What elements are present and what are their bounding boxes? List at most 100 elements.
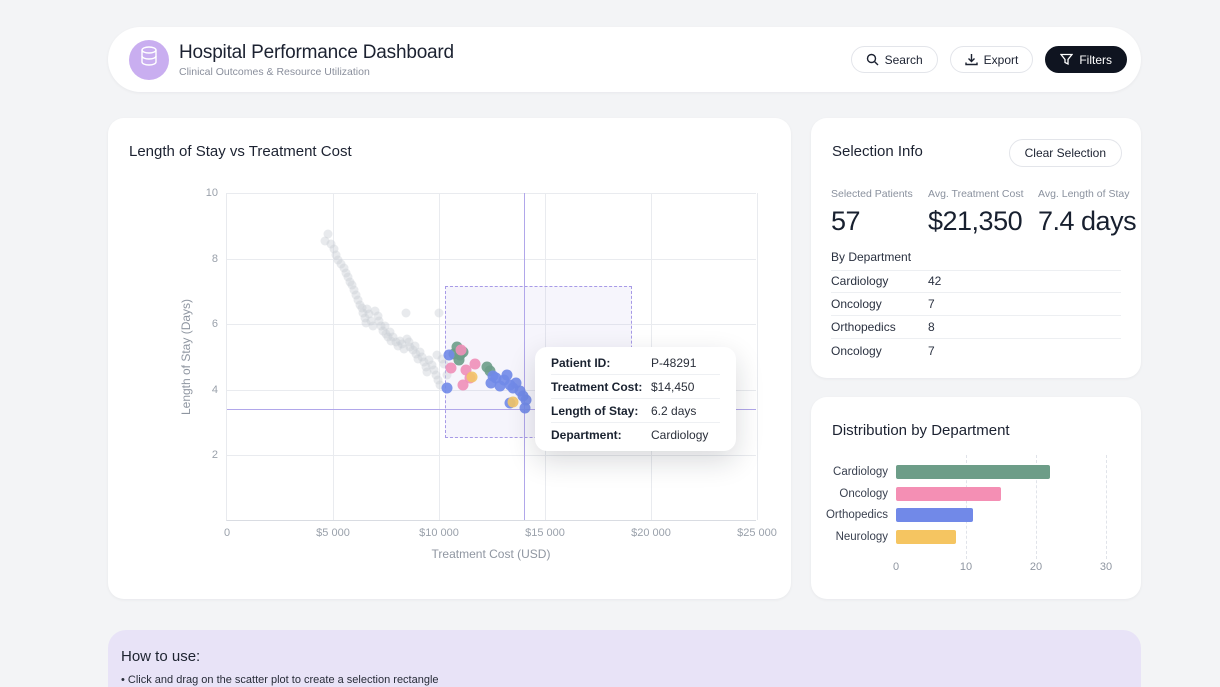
scatter-point-oncology[interactable] [469,358,481,370]
scatter-point-unselected[interactable] [320,236,330,246]
bar-neurology[interactable] [896,530,956,545]
scatter-point-unselected[interactable] [347,280,357,290]
scatter-point-unselected[interactable] [353,295,363,305]
scatter-point-unselected[interactable] [411,349,421,359]
scatter-point-unselected[interactable] [401,308,411,318]
scatter-point-unselected[interactable] [417,352,427,362]
filters-button[interactable]: Filters [1045,46,1127,73]
how-to-use-panel: How to use: • Click and drag on the scat… [108,630,1141,687]
scatter-point-unselected[interactable] [383,332,393,342]
scatter-point-unselected[interactable] [333,255,343,265]
scatter-point-unselected[interactable] [395,336,405,346]
scatter-point-orthopedics[interactable] [443,349,455,361]
scatter-point-unselected[interactable] [362,304,372,314]
scatter-point-unselected[interactable] [433,375,443,385]
scatter-point-unselected[interactable] [397,339,407,349]
scatter-point-oncology[interactable] [460,364,471,376]
scatter-point-orthopedics[interactable] [510,377,522,389]
scatter-point-unselected[interactable] [336,259,346,269]
scatter-point-unselected[interactable] [357,303,367,313]
scatter-point-orthopedics[interactable] [485,377,497,389]
search-button[interactable]: Search [850,46,938,73]
scatter-point-unselected[interactable] [339,263,349,273]
scatter-point-unselected[interactable] [399,344,409,354]
scatter-point-unselected[interactable] [341,268,351,278]
scatter-point-unselected[interactable] [331,250,341,260]
scatter-point-unselected[interactable] [415,347,425,357]
scatter-point-unselected[interactable] [323,229,333,239]
export-button[interactable]: Export [949,46,1034,73]
scatter-point-unselected[interactable] [419,357,429,367]
scatter-point-unselected[interactable] [385,327,395,337]
scatter-point-unselected[interactable] [421,362,431,372]
scatter-point-unselected[interactable] [431,370,441,380]
scatter-point-unselected[interactable] [386,336,396,346]
scatter-point-unselected[interactable] [361,318,371,328]
scatter-point-oncology[interactable] [457,379,469,391]
download-icon [964,53,978,66]
scatter-point-orthopedics[interactable] [519,402,531,414]
scatter-point-unselected[interactable] [388,332,398,342]
scatter-point-unselected[interactable] [405,342,415,352]
tooltip-label: Patient ID: [551,355,611,370]
scatter-point-orthopedics[interactable] [494,380,506,392]
scatter-point-unselected[interactable] [434,308,444,318]
scatter-point-unselected[interactable] [345,277,355,287]
scatter-point-oncology[interactable] [455,344,467,356]
scatter-point-unselected[interactable] [393,341,403,351]
scatter-point-unselected[interactable] [376,321,386,331]
scatter-point-orthopedics[interactable] [490,372,502,384]
bar-oncology[interactable] [896,486,1001,501]
scatter-point-unselected[interactable] [404,337,414,347]
scatter-point-unselected[interactable] [422,367,432,377]
scatter-point-unselected[interactable] [435,380,445,390]
scatter-point-unselected[interactable] [360,313,370,323]
scatter-point-unselected[interactable] [351,290,361,300]
scatter-point-orthopedics[interactable] [441,382,453,394]
bar-category-label: Neurology [835,531,888,544]
clear-selection-button[interactable]: Clear Selection [1008,139,1122,167]
scatter-point-oncology[interactable] [445,362,457,374]
scatter-point-unselected[interactable] [380,321,390,331]
scatter-point-unselected[interactable] [427,360,437,370]
department-count: 8 [928,320,935,334]
scatter-point-unselected[interactable] [391,337,401,347]
scatter-point-orthopedics[interactable] [501,369,513,381]
scatter-point-unselected[interactable] [424,355,434,365]
tooltip-label: Treatment Cost: [551,379,643,394]
scatter-point-unselected[interactable] [408,345,417,355]
scatter-point-unselected[interactable] [349,285,359,295]
scatter-point-cardiology[interactable] [453,354,465,366]
y-tick-label: 4 [211,383,218,396]
scatter-point-unselected[interactable] [402,334,412,344]
department-row: Orthopedics 8 [831,316,1121,339]
scatter-point-neurology[interactable] [466,371,478,383]
scatter-point-unselected[interactable] [358,308,368,318]
scatter-point-neurology[interactable] [507,396,519,408]
scatter-point-unselected[interactable] [432,350,442,360]
scatter-point-unselected[interactable] [364,309,374,319]
scatter-point-unselected[interactable] [355,300,364,310]
bar-orthopedics[interactable] [896,508,973,523]
scatter-point-unselected[interactable] [381,329,391,339]
scatter-point-unselected[interactable] [366,316,376,326]
scatter-point-orthopedics[interactable] [520,394,532,406]
scatter-point-unselected[interactable] [439,359,449,369]
scatter-point-unselected[interactable] [410,341,420,351]
scatter-point-unselected[interactable] [413,354,423,364]
scatter-point-orthopedics[interactable] [507,382,519,394]
scatter-point-unselected[interactable] [326,239,336,249]
scatter-point-unselected[interactable] [374,316,384,326]
scatter-point-unselected[interactable] [370,306,380,316]
scatter-point-unselected[interactable] [368,321,378,331]
scatter-point-unselected[interactable] [343,272,353,282]
scatter-point-unselected[interactable] [442,370,452,380]
scatter-point-unselected[interactable] [373,311,383,321]
stat-value: 7.4 days [1038,206,1137,236]
scatter-point-unselected[interactable] [437,354,447,364]
scatter-point-unselected[interactable] [429,365,439,375]
scatter-point-unselected[interactable] [378,326,388,336]
scatter-point-unselected[interactable] [329,244,339,254]
bar-cardiology[interactable] [896,465,1050,479]
tooltip-row: Length of Stay: 6.2 days [551,399,720,423]
